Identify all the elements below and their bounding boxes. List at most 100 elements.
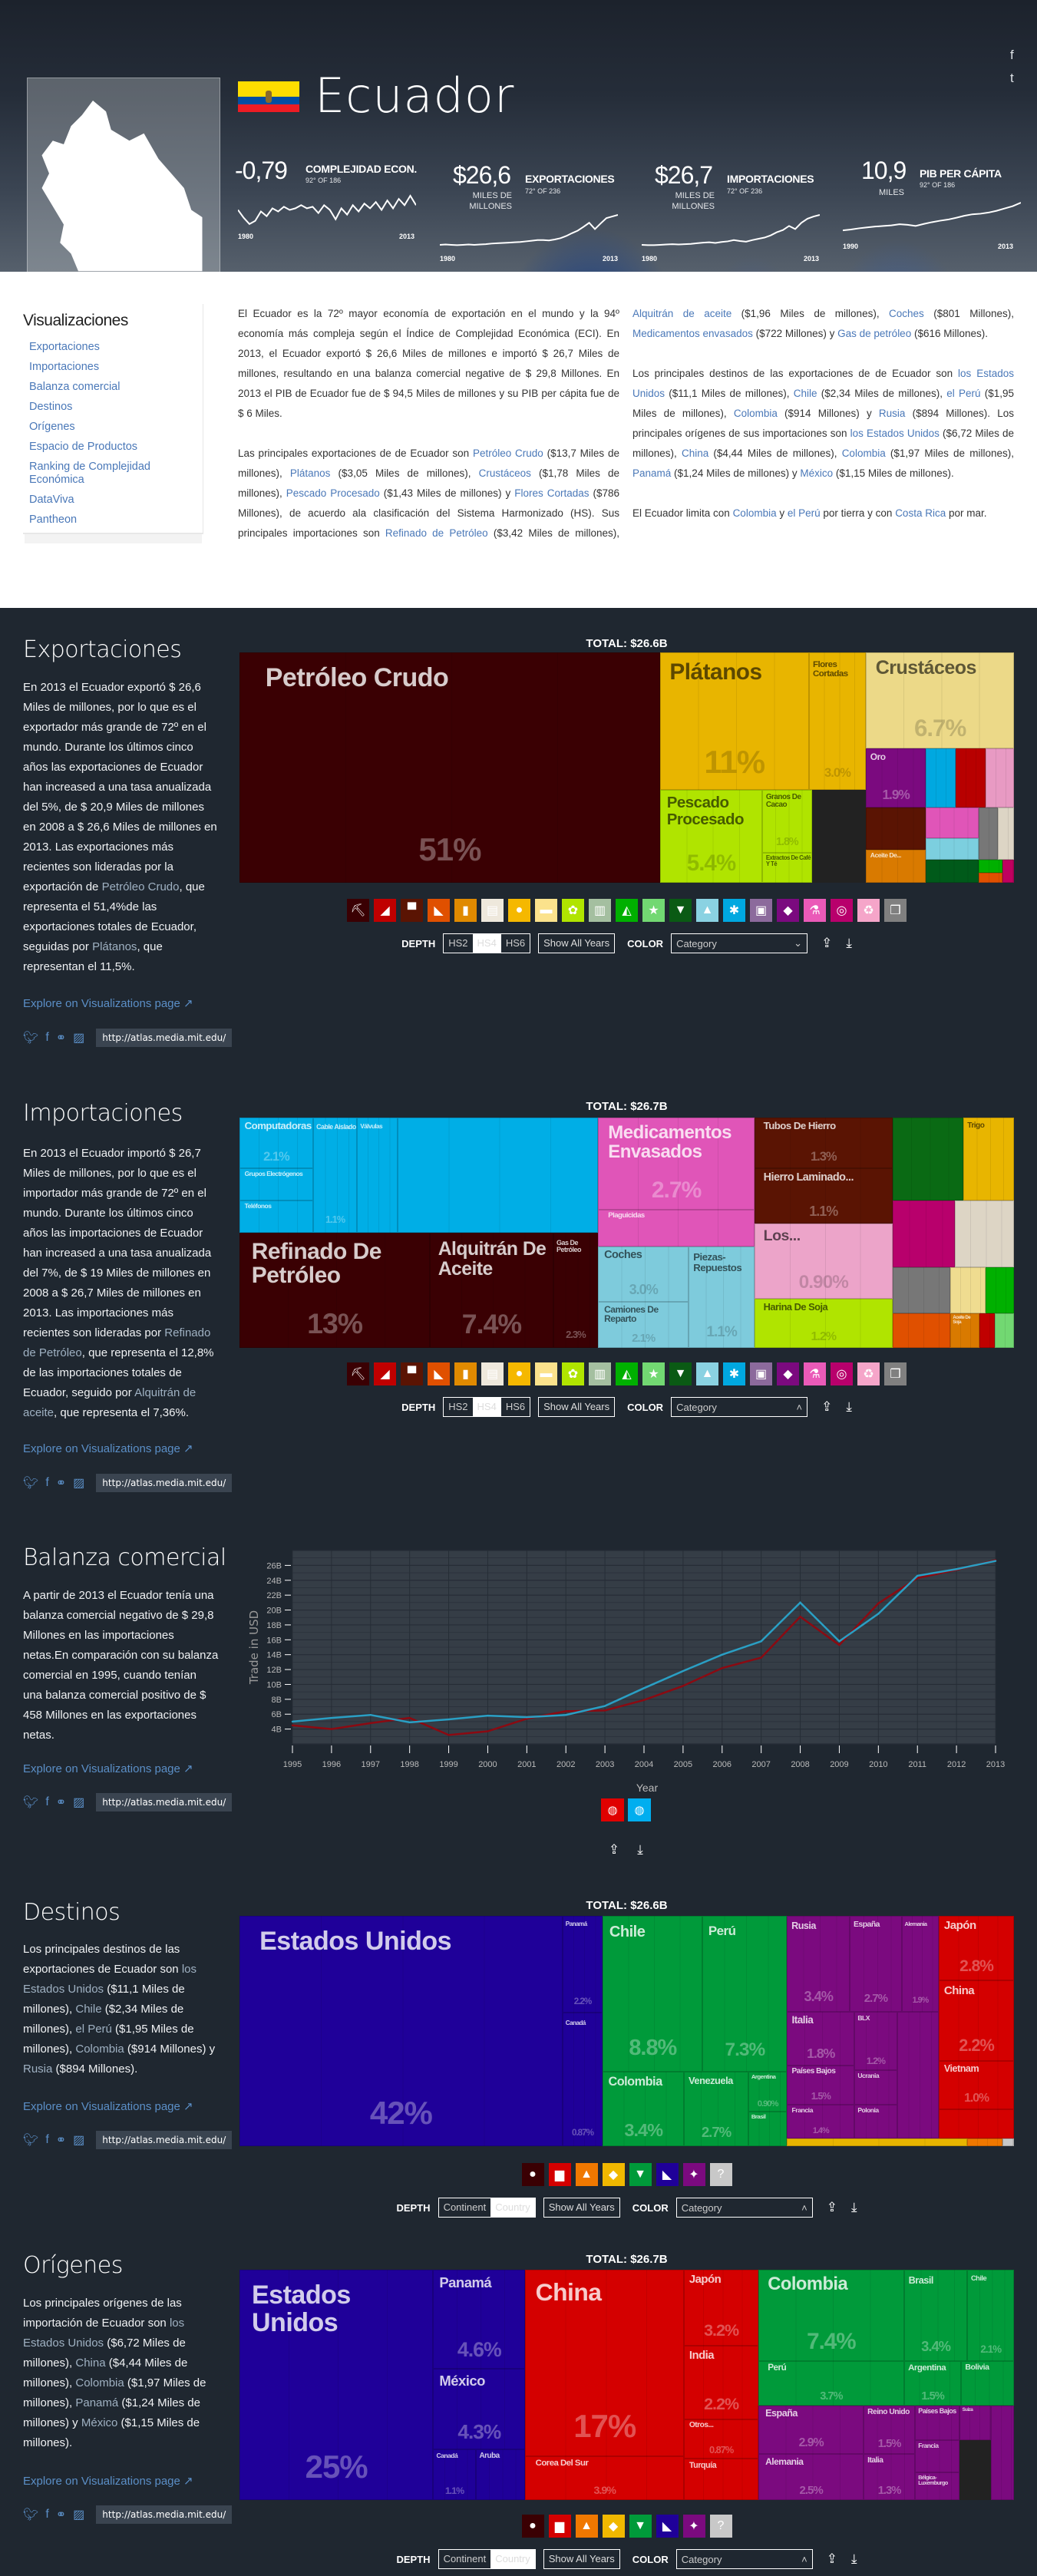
treemap-cell[interactable]: Rusia 3.4% [787,1916,850,2012]
oceania-icon[interactable]: ▲ [575,2163,598,2186]
antarctica-icon[interactable]: ● [521,2515,544,2538]
hide-icon[interactable]: ◢ [374,899,396,922]
treemap-cell-minor[interactable] [955,1200,1014,1267]
flask-icon[interactable]: ⚗ [804,899,826,922]
share-url[interactable]: http://atlas.media.mit.edu/ [96,1474,233,1492]
twitter-icon[interactable]: 🐦︎ [23,1796,39,1809]
plastic-icon[interactable]: ◎ [831,899,853,922]
treemap-cell-minor[interactable] [978,872,1002,883]
star-icon[interactable]: ★ [642,899,665,922]
treemap-cell-minor[interactable] [925,748,956,807]
stone-icon[interactable]: ◣ [428,899,450,922]
treemap-cell[interactable]: Brasil [748,2112,788,2146]
north-america-icon[interactable]: ◣ [656,2163,679,2186]
treemap-cell[interactable]: Perú 3.7% [758,2360,904,2406]
treemap-cell[interactable]: Bélgica-Luxemburgo [914,2472,960,2500]
treemap-cell[interactable]: Gas De Petróleo 2.3% [553,1233,599,1348]
treemap-cell[interactable]: Venezuela 2.7% [684,2071,748,2146]
depth-option-continent[interactable]: Continent [443,2553,487,2564]
treemap-cell-minor[interactable] [892,1267,951,1313]
twitter-icon[interactable]: 🐦︎ [23,2508,39,2522]
treemap-cell[interactable]: Refinado De Petróleo 13% [239,1233,431,1348]
plastic-icon[interactable]: ◎ [831,1362,853,1385]
south-america-icon[interactable]: ▼ [629,2515,652,2538]
image-icon[interactable]: ▨ [73,2508,85,2522]
treemap-cell-minor[interactable] [925,807,979,839]
machine-icon[interactable]: ▥ [589,899,611,922]
link-icon[interactable]: ⚭ [55,2508,67,2522]
exportaciones-treemap[interactable]: Petróleo Crudo 51% Plátanos 11% Flores Corta… [239,652,1014,883]
treemap-cell[interactable]: Pescado Procesado 5.4% [659,789,763,883]
depth-option-hs4[interactable]: HS4 [472,1398,501,1416]
treemap-cell[interactable]: Suiza [959,2406,991,2440]
inline-link[interactable]: Pescado Procesado [286,487,380,499]
download-icon[interactable]: ⤓ [850,2200,857,2214]
color-select[interactable]: Category ⌄ [671,933,808,953]
paper-icon[interactable]: ▤ [481,1362,504,1385]
treemap-cell-minor[interactable] [892,1200,956,1267]
destinos-treemap[interactable]: Estados Unidos 42% Panamá 2.2% Canadá 0.87% Ch… [239,1916,1014,2146]
treemap-cell-minor[interactable] [978,860,1002,873]
link-icon[interactable]: ⚭ [55,1796,67,1809]
treemap-cell[interactable]: Trigo [963,1118,1014,1200]
treemap-cell[interactable]: Colombia 3.4% [603,2071,685,2146]
treemap-cell[interactable]: Oro 1.9% [866,748,926,807]
inline-link[interactable]: Rusia [23,2062,53,2076]
unknown-icon[interactable]: ? [709,2163,732,2186]
image-icon[interactable]: ▨ [73,2134,85,2147]
sidebar-item-ranking[interactable]: Ranking de Complejidad Económica [29,461,150,486]
treemap-cell[interactable]: Chile 2.1% [967,2270,1014,2361]
pick-icon[interactable]: ⛏ [347,899,369,922]
facebook-icon[interactable]: f [45,1795,49,1808]
treemap-cell-minor[interactable] [997,807,1014,860]
treemap-cell[interactable]: Flores Cortadas 3.0% [808,652,867,790]
inline-link[interactable]: Petróleo Crudo [101,880,180,893]
treemap-cell-minor[interactable] [985,1267,1014,1313]
show-all-years-button[interactable]: Show All Years [538,933,616,953]
anvil-icon[interactable]: ▀ [401,1362,423,1385]
share-icon[interactable]: ⇪ [821,936,833,950]
shoe-icon[interactable]: ◭ [616,899,638,922]
diamond-icon[interactable]: ◆ [777,1362,799,1385]
treemap-cell[interactable]: Aceite De... [866,850,926,883]
export-globe-icon[interactable] [628,1798,651,1821]
inline-link[interactable]: los Estados Unidos [23,1963,197,1996]
treemap-cell[interactable]: Italia 1.3% [864,2454,915,2500]
tomato-icon[interactable]: ● [508,899,530,922]
road-icon[interactable]: ▲ [696,1362,718,1385]
inline-link[interactable]: Flores Cortadas [514,487,590,499]
bottle-icon[interactable]: ▮ [454,899,477,922]
treemap-cell[interactable]: Bolivia [961,2360,1014,2406]
treemap-cell[interactable]: Ucrania [854,2070,897,2105]
treemap-cell[interactable]: India 2.2% [684,2346,759,2419]
treemap-cell[interactable]: Panamá 4.6% [433,2270,526,2369]
treemap-cell-minor[interactable] [939,2109,1014,2138]
picture-icon[interactable]: ▣ [750,1362,772,1385]
shirt-icon[interactable]: ▼ [669,899,692,922]
shirt-icon[interactable]: ▼ [669,1362,692,1385]
facebook-icon[interactable]: f [45,1476,49,1489]
treemap-cell[interactable]: BLX 1.2% [854,2011,897,2070]
treemap-cell[interactable]: Vietnam 1.0% [939,2061,1014,2109]
inline-link[interactable]: Colombia [733,408,778,419]
inline-link[interactable]: Plátanos [92,940,137,953]
import-globe-icon[interactable] [601,1798,624,1821]
treemap-cell[interactable]: Harina De Soja 1.2% [754,1298,893,1348]
anvil-icon[interactable]: ▀ [401,899,423,922]
africa-icon[interactable]: ◆ [602,2515,625,2538]
unknown-icon[interactable]: ? [709,2515,732,2538]
inline-link[interactable]: China [75,2356,106,2370]
star-icon[interactable]: ★ [642,1362,665,1385]
inline-link[interactable]: Colombia [75,2376,124,2389]
twitter-icon[interactable]: 🐦︎ [23,1477,39,1490]
europe-icon[interactable]: ✦ [682,2163,705,2186]
picture-icon[interactable]: ▣ [750,899,772,922]
inline-link[interactable]: Alquitrán de aceite [23,1386,197,1419]
treemap-cell[interactable]: China 2.2% [939,1980,1014,2061]
inline-link[interactable]: el Perú [75,2023,112,2036]
facebook-icon[interactable]: f [45,1031,49,1044]
treemap-cell[interactable]: Los... 0.90% [754,1224,893,1299]
inline-link[interactable]: los Estados Unidos [850,428,940,439]
inline-link[interactable]: Colombia [732,507,777,519]
inline-link[interactable]: México [800,467,834,479]
